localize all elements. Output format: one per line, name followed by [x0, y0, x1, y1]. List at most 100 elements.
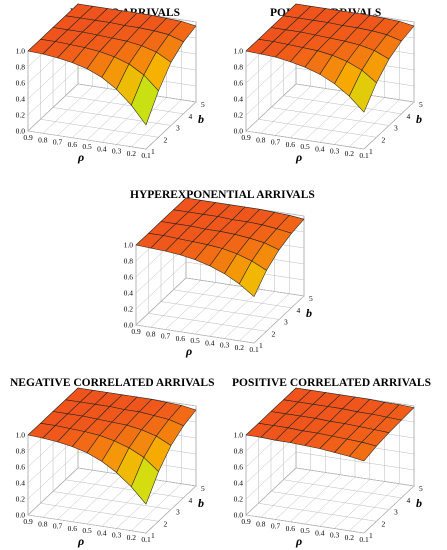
b-tick-label: 2 [382, 519, 386, 528]
surface-panel-3: HYPEREXPONENTIAL ARRIVALS 0.0 0.2 0.4 0.6 0.8… [124, 189, 315, 358]
panel-title: HYPEREXPONENTIAL ARRIVALS [130, 189, 315, 201]
rho-tick-label: 0.2 [127, 149, 137, 158]
rho-tick-label: 0.3 [112, 147, 122, 156]
z-tick-label: 1.0 [124, 241, 134, 250]
rho-tick-label: 0.7 [53, 522, 63, 531]
rho-tick-label: 0.6 [68, 524, 78, 533]
rho-axis-label: ρ [295, 534, 302, 548]
z-tick-label: 0.4 [234, 479, 244, 488]
b-gridline [40, 423, 159, 522]
rho-tick-label: 0.6 [68, 140, 78, 149]
rho-tick-label: 0.2 [235, 343, 245, 352]
surface-cell [131, 74, 159, 126]
rho-tick-label: 0.5 [300, 142, 310, 151]
b-axis-label: b [198, 496, 204, 510]
rho-tick-label: 0.8 [38, 135, 48, 144]
rho-tick-label: 0.9 [241, 517, 251, 526]
z-tick-label: 0.6 [234, 79, 244, 88]
b-tick-label: 3 [176, 124, 180, 133]
z-tick-label: 0.8 [16, 447, 26, 456]
b-tick-label: 3 [176, 508, 180, 517]
rho-tick-label: 0.1 [249, 345, 259, 354]
rho-tick-label: 0.4 [97, 528, 107, 537]
b-tick-label: 2 [382, 135, 386, 144]
b-tick-label: 3 [394, 508, 398, 517]
rho-axis-label: ρ [295, 150, 302, 164]
b-gridline [245, 51, 365, 150]
rho-tick-label: 0.1 [141, 535, 151, 544]
z-tick-label: 0.8 [234, 447, 244, 456]
rho-tick-label: 0.3 [330, 531, 340, 540]
surface-cell [349, 69, 377, 113]
rho-tick-label: 0.1 [359, 535, 369, 544]
z-tick-label: 0.6 [16, 463, 26, 472]
b-tick-label: 5 [419, 100, 423, 109]
panel-title: NEGATIVE CORRELATED ARRIVALS [10, 377, 215, 389]
surface-panel-1: ERLANG ARRIVALS0.00.20.40.60.81.00.90.80… [16, 3, 205, 164]
b-gridline [27, 51, 147, 150]
b-tick-label: 1 [151, 147, 155, 156]
b-tick-label: 1 [369, 531, 373, 540]
rho-axis-label: ρ [185, 344, 192, 358]
rho-tick-label: 0.4 [97, 144, 107, 153]
z-tick-label: 0.4 [124, 289, 134, 298]
b-tick-label: 1 [369, 147, 373, 156]
z-tick-label: 0.2 [234, 495, 244, 504]
rho-tick-label: 0.4 [315, 528, 325, 537]
b-tick-label: 1 [259, 341, 263, 350]
b-tick-label: 4 [407, 496, 411, 505]
rho-tick-label: 0.8 [146, 329, 156, 338]
rho-tick-label: 0.7 [161, 332, 171, 341]
b-axis-label: b [416, 496, 422, 510]
b-axis-label: b [306, 306, 312, 320]
rho-tick-label: 0.9 [23, 517, 33, 526]
b-tick-label: 2 [164, 519, 168, 528]
b-gridline [135, 245, 255, 344]
rho-tick-label: 0.3 [330, 147, 340, 156]
rho-tick-label: 0.1 [141, 151, 151, 160]
b-tick-label: 1 [151, 531, 155, 540]
z-tick-label: 0.2 [124, 305, 134, 314]
b-tick-label: 5 [309, 294, 313, 303]
b-tick-label: 2 [164, 135, 168, 144]
rho-tick-label: 0.8 [256, 519, 266, 528]
rho-tick-label: 0.4 [205, 338, 215, 347]
b-tick-label: 4 [407, 112, 411, 121]
b-gridline [148, 233, 267, 332]
b-gridline [40, 39, 159, 138]
b-gridline [258, 39, 377, 138]
z-tick-label: 0.2 [16, 495, 26, 504]
z-tick-label: 0.2 [16, 111, 26, 120]
z-tick-label: 0.6 [124, 273, 134, 282]
panel-title: POSITIVE CORRELATED ARRIVALS [232, 377, 431, 389]
rho-tick-label: 0.6 [176, 334, 186, 343]
z-tick-label: 1.0 [16, 47, 26, 56]
z-tick-label: 1.0 [234, 431, 244, 440]
z-tick-label: 0.2 [234, 111, 244, 120]
z-tick-label: 1.0 [234, 47, 244, 56]
rho-tick-label: 0.8 [38, 519, 48, 528]
rho-tick-label: 0.5 [82, 142, 92, 151]
rho-tick-label: 0.4 [315, 144, 325, 153]
rho-axis-label: ρ [77, 534, 84, 548]
z-tick-label: 0.0 [124, 321, 134, 330]
surface-cell [239, 260, 267, 297]
b-axis-label: b [416, 112, 422, 126]
b-tick-label: 4 [297, 306, 301, 315]
rho-tick-label: 0.6 [286, 140, 296, 149]
surface-cell [349, 441, 377, 462]
z-tick-label: 1.0 [16, 431, 26, 440]
rho-tick-label: 0.9 [131, 327, 141, 336]
z-tick-label: 0.8 [16, 63, 26, 72]
b-tick-label: 5 [201, 484, 205, 493]
z-tick-label: 0.0 [16, 127, 26, 136]
b-tick-label: 4 [189, 112, 193, 121]
surface-panel-2: POISSON ARRIVALS0.00.20.40.60.81.00.90.8… [234, 3, 423, 164]
rho-tick-label: 0.2 [127, 533, 137, 542]
rho-tick-label: 0.3 [220, 341, 230, 350]
b-tick-label: 2 [272, 329, 276, 338]
rho-tick-label: 0.7 [53, 138, 63, 147]
rho-tick-label: 0.9 [23, 133, 33, 142]
rho-tick-label: 0.3 [112, 531, 122, 540]
